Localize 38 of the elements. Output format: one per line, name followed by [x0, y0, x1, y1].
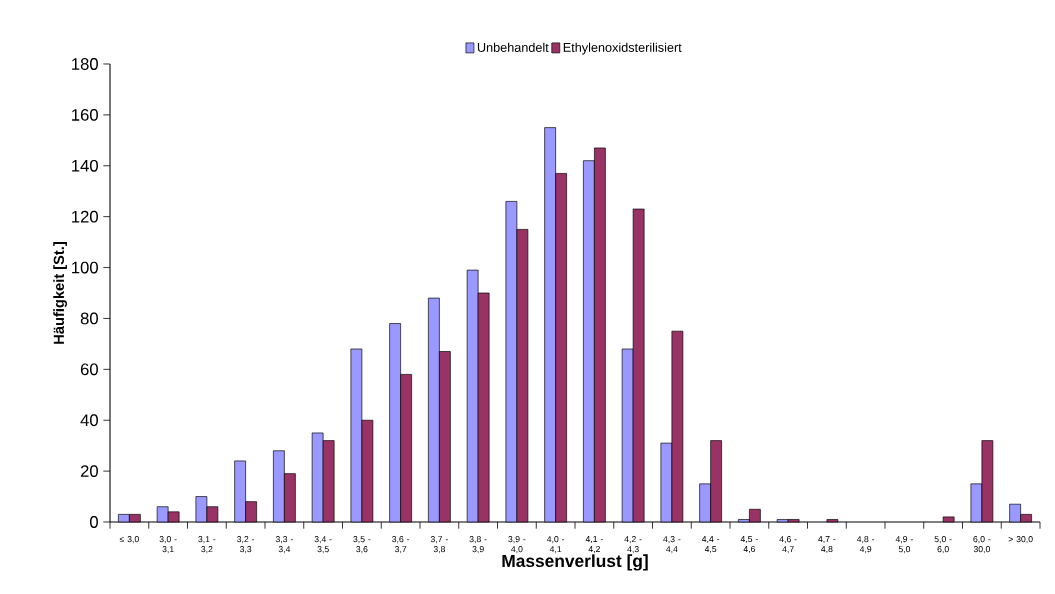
y-tick-label: 40: [80, 414, 98, 427]
y-tick-label: 20: [80, 465, 98, 478]
x-tick-label: 3,1 - 3,2: [198, 536, 216, 554]
x-tick-label: 3,9 - 4,0: [508, 536, 526, 554]
y-tick-label: 100: [72, 261, 98, 274]
x-tick-label: 4,2 - 4,3: [624, 536, 642, 554]
y-tick-label: 0: [90, 516, 98, 528]
x-tick-label: 3,7 - 3,8: [430, 536, 448, 554]
legend-label: Unbehandelt: [477, 42, 549, 52]
x-tick-label: 3,4 - 3,5: [314, 536, 332, 554]
x-tick-label: 4,0 - 4,1: [546, 536, 565, 554]
x-tick-label: > 30,0: [1008, 536, 1033, 544]
x-tick-label: 3,5 - 3,6: [353, 536, 371, 554]
y-tick-label: 60: [80, 363, 98, 376]
x-tick-label: 3,0 - 3,1: [159, 536, 177, 554]
x-tick-label: 4,8 - 4,9: [856, 536, 875, 554]
y-tick-label: 120: [72, 210, 98, 223]
x-tick-label: 4,1 - 4,2: [585, 536, 603, 554]
x-tick-label: 5,0 - 6,0: [934, 536, 952, 554]
x-tick-label: ≤ 3,0: [119, 536, 139, 544]
y-axis-title: Häufigkeit [St.]: [53, 242, 68, 344]
x-tick-label: 6,0 - 30,0: [973, 536, 991, 554]
x-tick-label: 3,2 - 3,3: [237, 536, 255, 554]
x-tick-label: 3,8 - 3,9: [469, 536, 487, 554]
x-tick-label: 4,9 - 5,0: [895, 536, 913, 554]
x-tick-label: 4,7 - 4,8: [818, 536, 836, 554]
x-tick-label: 4,5 - 4,6: [740, 536, 758, 554]
x-tick-label: 3,6 - 3,7: [392, 536, 410, 554]
y-tick-label: 140: [72, 159, 98, 172]
x-tick-label: 3,3 - 3,4: [275, 536, 293, 554]
y-tick-label: 80: [80, 312, 98, 325]
x-tick-label: 4,6 - 4,7: [779, 536, 797, 554]
x-axis-title: Massenverlust [g]: [502, 554, 648, 571]
x-tick-label: 4,3 - 4,4: [663, 536, 681, 554]
x-tick-label: 4,4 - 4,5: [701, 536, 720, 554]
y-tick-label: 160: [72, 109, 98, 121]
legend-label: Ethylenoxidsterilisiert: [563, 42, 682, 55]
y-tick-label: 180: [72, 58, 98, 70]
